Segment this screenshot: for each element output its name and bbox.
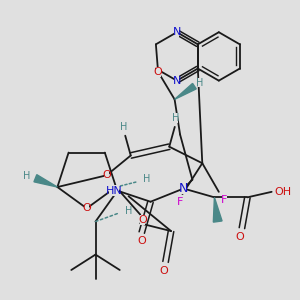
FancyBboxPatch shape [278,187,287,197]
FancyBboxPatch shape [237,232,242,242]
Text: O: O [138,215,147,225]
Text: H: H [23,171,30,181]
FancyBboxPatch shape [161,266,166,276]
Text: O: O [82,203,91,213]
FancyBboxPatch shape [24,171,29,181]
FancyBboxPatch shape [104,170,109,181]
Text: O: O [102,170,111,180]
FancyBboxPatch shape [140,215,145,225]
FancyBboxPatch shape [174,113,178,123]
Text: F: F [177,197,184,207]
Text: O: O [137,236,146,246]
FancyBboxPatch shape [174,75,179,86]
Text: F: F [221,194,227,205]
FancyBboxPatch shape [222,194,227,205]
Text: H: H [196,78,204,88]
Polygon shape [175,83,196,99]
FancyBboxPatch shape [110,185,119,196]
Text: N: N [173,27,181,37]
Text: OH: OH [274,187,291,197]
Text: H: H [172,113,180,123]
FancyBboxPatch shape [139,236,144,247]
Text: HN: HN [106,186,123,196]
FancyBboxPatch shape [181,183,186,194]
Polygon shape [213,197,222,222]
FancyBboxPatch shape [178,196,183,207]
Text: N: N [173,76,181,85]
FancyBboxPatch shape [174,27,179,38]
Text: H: H [125,206,132,215]
Text: O: O [159,266,168,276]
FancyBboxPatch shape [198,78,202,88]
FancyBboxPatch shape [84,203,89,214]
FancyBboxPatch shape [145,175,149,184]
Text: O: O [154,67,163,77]
FancyBboxPatch shape [122,122,126,131]
FancyBboxPatch shape [156,67,161,77]
Text: H: H [120,122,128,132]
Text: O: O [235,232,244,242]
Text: N: N [179,182,188,195]
Text: H: H [143,174,151,184]
FancyBboxPatch shape [126,206,131,215]
Polygon shape [34,175,57,187]
